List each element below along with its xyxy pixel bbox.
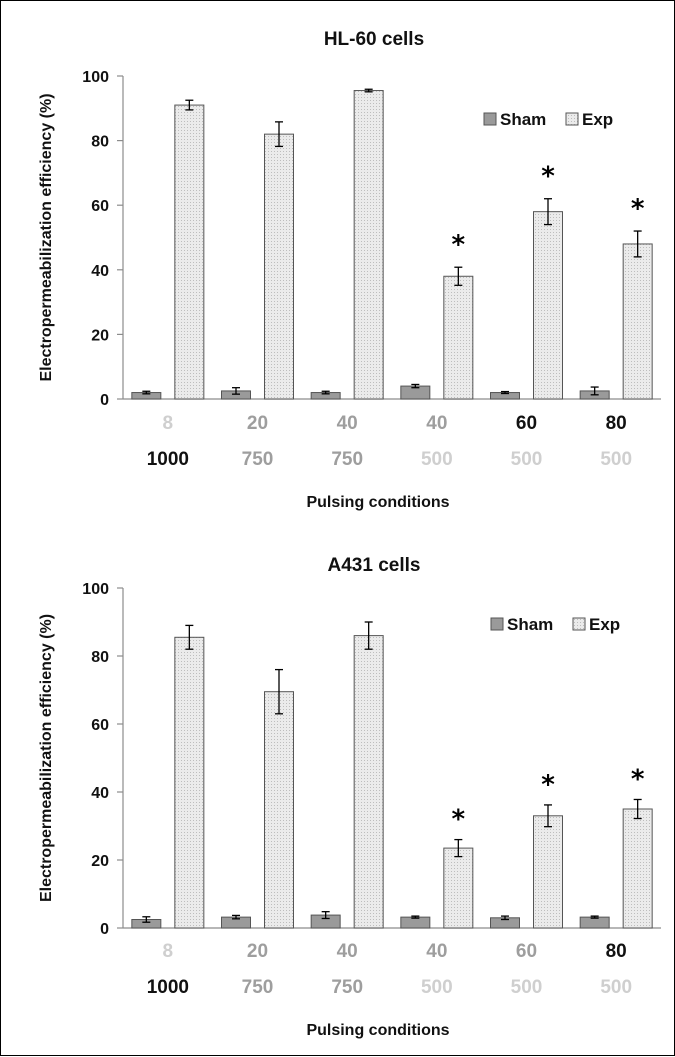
y-tick-label: 100 (82, 581, 109, 598)
x-tick-label-row2: 500 (511, 977, 543, 998)
sham-error-bar (590, 386, 599, 396)
sham-error-bar (321, 911, 330, 920)
significance-marker: * (631, 194, 645, 224)
x-tick-label-row1: 20 (247, 941, 268, 962)
x-tick-label-row1: 60 (516, 941, 537, 962)
chart-title: A431 cells (328, 555, 421, 576)
x-tick-label-row2: 1000 (147, 977, 189, 998)
sham-error-bar (142, 916, 151, 923)
significance-marker: * (452, 805, 466, 835)
x-tick-label-row1: 40 (337, 413, 358, 434)
sham-error-bar (232, 387, 240, 395)
x-axis-label: Pulsing conditions (306, 1022, 449, 1039)
exp-bar (174, 636, 205, 929)
exp-bar (622, 243, 653, 400)
x-tick-label-row2: 500 (600, 449, 632, 470)
x-tick-label-row2: 500 (600, 977, 632, 998)
legend-swatch-exp (572, 617, 586, 631)
y-tick-label: 100 (82, 69, 109, 86)
y-tick-label: 0 (100, 392, 109, 409)
y-tick-label: 0 (100, 921, 109, 938)
sham-error-bar (142, 390, 151, 395)
y-tick-label: 40 (91, 785, 109, 802)
x-tick-label-row1: 80 (606, 413, 627, 434)
legend-label-sham: Sham (500, 110, 546, 129)
exp-bar (353, 90, 384, 400)
exp-bar (443, 847, 474, 929)
significance-marker: * (631, 764, 645, 794)
legend-swatch-sham (490, 617, 504, 631)
y-tick-label: 60 (91, 717, 109, 734)
y-tick-label: 80 (91, 649, 109, 666)
exp-bar (533, 211, 563, 400)
chart-1: HL-60 cells 0 20 40 60 80 100 Electropermeabili… (38, 29, 661, 511)
legend-label-sham: Sham (507, 615, 553, 634)
exp-error-bar (185, 99, 194, 111)
x-tick-label-row2: 750 (331, 449, 363, 470)
significance-marker: * (452, 230, 466, 260)
y-tick-label: 80 (91, 134, 109, 151)
x-tick-label-row1: 40 (337, 941, 358, 962)
y-axis-label: Electropermeabilization efficiency (%) (38, 614, 55, 902)
chart-2: A431 cells 0 20 40 60 80 100 Electropermeabiliz… (38, 555, 661, 1039)
sham-error-bar (411, 915, 420, 919)
exp-bar (264, 691, 294, 929)
legend-swatch-exp (565, 112, 579, 126)
charts-root: HL-60 cells020406080100Electropermeabili… (38, 29, 661, 1039)
sham-error-bar (590, 915, 599, 919)
x-tick-label-row2: 750 (242, 449, 274, 470)
exp-error-bar (364, 88, 373, 93)
sham-error-bar (501, 390, 509, 395)
x-tick-label-row1: 20 (247, 413, 268, 434)
y-axis-label: Electropermeabilization efficiency (%) (38, 93, 55, 381)
exp-bar (353, 635, 384, 929)
y-tick-label: 20 (91, 853, 109, 870)
y-tick-label: 20 (91, 327, 109, 344)
exp-error-bar (544, 804, 552, 828)
exp-bar (622, 808, 653, 929)
exp-error-bar (454, 266, 463, 286)
exp-error-bar (633, 230, 642, 258)
x-tick-label-row1: 40 (426, 941, 447, 962)
x-tick-label-row2: 1000 (147, 449, 189, 470)
x-tick-label-row1: 60 (516, 413, 537, 434)
sham-error-bar (501, 915, 509, 921)
exp-error-bar (633, 798, 642, 820)
x-tick-label-row2: 500 (421, 977, 453, 998)
chart-title: HL-60 cells (324, 29, 424, 50)
exp-bar (264, 133, 294, 400)
exp-bar (174, 104, 205, 400)
x-tick-label-row2: 500 (511, 449, 543, 470)
x-tick-label-row2: 750 (242, 977, 274, 998)
sham-error-bar (321, 390, 330, 395)
exp-bar (443, 275, 474, 400)
x-tick-label-row1: 40 (426, 413, 447, 434)
x-tick-label-row1: 80 (606, 941, 627, 962)
legend: Sham Exp (483, 110, 613, 129)
sham-error-bar (232, 914, 240, 920)
legend: Sham Exp (490, 615, 620, 634)
exp-error-bar (275, 121, 283, 148)
exp-error-bar (185, 624, 194, 650)
y-tick-label: 40 (91, 263, 109, 280)
x-tick-label-row2: 500 (421, 449, 453, 470)
significance-marker: * (541, 770, 555, 800)
exp-bar (533, 815, 563, 929)
significance-marker: * (541, 162, 555, 192)
exp-error-bar (544, 198, 552, 226)
legend-label-exp: Exp (582, 110, 613, 129)
x-axis-label: Pulsing conditions (306, 494, 449, 511)
legend-label-exp: Exp (589, 615, 620, 634)
x-tick-label-row1: 8 (163, 413, 174, 434)
exp-error-bar (275, 668, 283, 715)
x-tick-label-row2: 750 (331, 977, 363, 998)
exp-error-bar (364, 621, 373, 650)
exp-error-bar (454, 838, 463, 858)
y-tick-label: 60 (91, 198, 109, 215)
sham-error-bar (411, 383, 420, 389)
x-tick-label-row1: 8 (163, 941, 174, 962)
legend-swatch-sham (483, 112, 497, 126)
